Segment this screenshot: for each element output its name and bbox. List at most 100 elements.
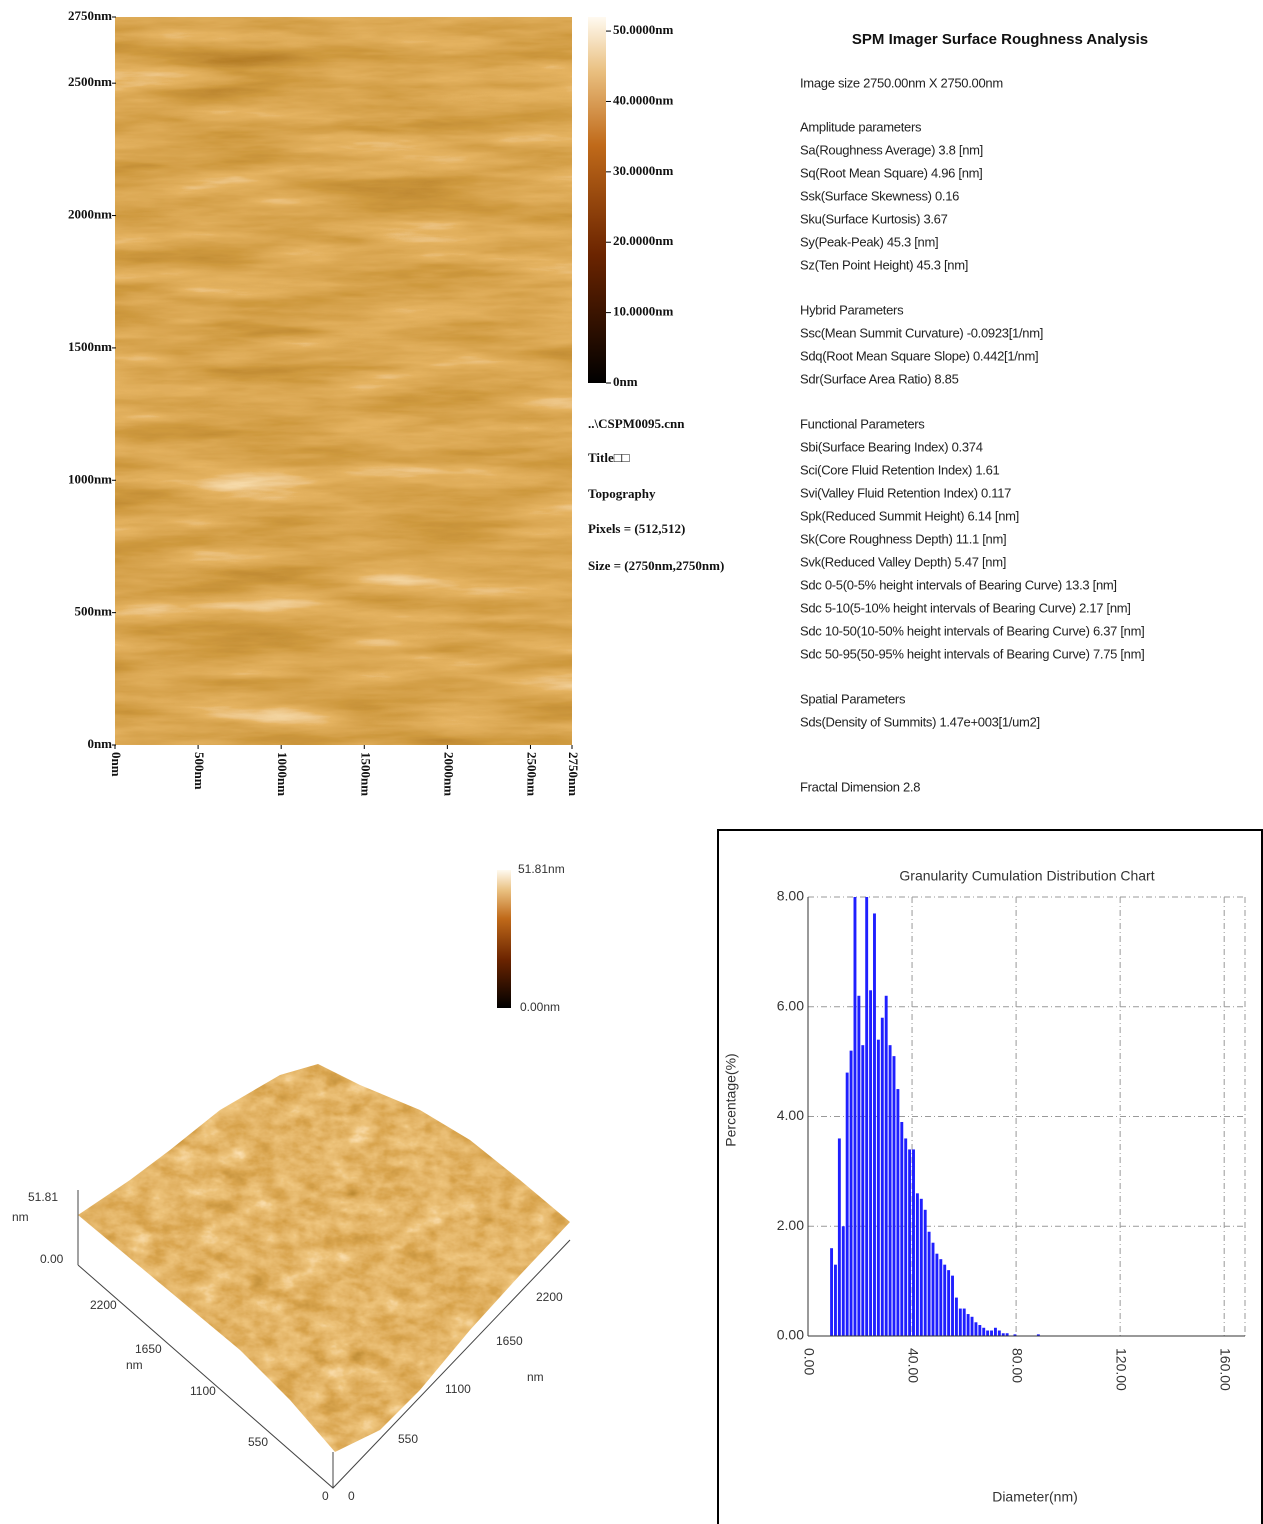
parameter-line: Sdq(Root Mean Square Slope) 0.442[1/nm]	[800, 348, 1038, 363]
x-tick-label: 500nm	[192, 752, 207, 790]
parameter-line: Spk(Reduced Summit Height) 6.14 [nm]	[800, 508, 1019, 523]
colorbar-label: 0.00nm	[520, 1000, 560, 1014]
parameter-line: Sdc 50-95(50-95% height intervals of Bea…	[800, 646, 1144, 661]
y-tick-label: 1500nm	[68, 339, 112, 354]
y-tick-label: 2750nm	[68, 8, 112, 23]
y-axis-label: Percentage(%)	[723, 1053, 739, 1146]
x-axis-label: Diameter(nm)	[992, 1489, 1078, 1505]
bar	[993, 1327, 997, 1336]
y-tick-label: 2500nm	[68, 74, 112, 89]
bar	[869, 990, 873, 1336]
bar	[951, 1275, 954, 1336]
bar	[912, 1149, 915, 1336]
colorbar-label: 10.0000nm	[613, 304, 673, 319]
chart-frame	[717, 829, 1263, 1524]
bar	[900, 1121, 904, 1336]
y-tick-label: 0.00	[777, 1327, 804, 1343]
colorbar-label: 0nm	[613, 374, 638, 389]
bar	[830, 1248, 834, 1336]
colorbar-label: 20.0000nm	[613, 233, 673, 248]
x-tick-label: 0nm	[109, 752, 124, 777]
bar	[880, 1017, 884, 1336]
bar	[966, 1314, 970, 1336]
fractal-dimension: Fractal Dimension 2.8	[800, 779, 920, 794]
bar	[876, 1039, 880, 1336]
info-line: Pixels = (512,512)	[588, 521, 685, 536]
parameter-line: Sds(Density of Summits) 1.47e+003[1/um2]	[800, 714, 1040, 729]
y-tick-label: 500nm	[74, 604, 112, 619]
bar	[892, 1056, 896, 1336]
bar	[908, 1149, 912, 1336]
info-line: Size = (2750nm,2750nm)	[588, 558, 724, 573]
surface-axis-label: 51.81	[28, 1190, 58, 1204]
surface-axis-label: 550	[248, 1435, 268, 1449]
section-heading: Spatial Parameters	[800, 691, 906, 706]
bar	[904, 1138, 908, 1336]
bar	[997, 1330, 1001, 1336]
surface-axis-label: 2200	[536, 1290, 563, 1304]
parameter-line: Svi(Valley Fluid Retention Index) 0.117	[800, 485, 1011, 500]
parameter-line: Sci(Core Fluid Retention Index) 1.61	[800, 462, 1000, 477]
parameter-line: Sku(Surface Kurtosis) 3.67	[800, 211, 948, 226]
bar	[849, 1050, 853, 1336]
x-tick-label: 1000nm	[275, 752, 290, 796]
bar	[1036, 1334, 1040, 1336]
surface-axis-label: 1650	[496, 1334, 523, 1348]
parameter-line: Sq(Root Mean Square) 4.96 [nm]	[800, 165, 983, 180]
parameter-line: Ssk(Surface Skewness) 0.16	[800, 188, 959, 203]
colorbar-label: 51.81nm	[518, 862, 565, 876]
x-tick-label: 2500nm	[524, 752, 539, 796]
parameter-line: Sdc 0-5(0-5% height intervals of Bearing…	[800, 577, 1117, 592]
bar	[1001, 1333, 1005, 1336]
y-tick-label: 8.00	[777, 888, 804, 904]
bar	[1013, 1334, 1017, 1336]
surface-axis-label: 0.00	[40, 1252, 64, 1266]
bar	[861, 1045, 865, 1336]
bar	[896, 1089, 900, 1336]
info-line: ..\CSPM0095.cnn	[588, 416, 685, 431]
bar	[884, 995, 888, 1336]
bar	[978, 1325, 982, 1336]
bar	[865, 897, 869, 1336]
bar	[982, 1327, 986, 1336]
bar	[923, 1209, 927, 1336]
parameter-line: Sdr(Surface Area Ratio) 8.85	[800, 371, 959, 386]
x-tick-label: 160.00	[1217, 1348, 1233, 1391]
y-tick-label: 0nm	[87, 736, 112, 751]
x-tick-label: 80.00	[1009, 1348, 1025, 1383]
chart-title: Granularity Cumulation Distribution Char…	[899, 868, 1154, 884]
surface-axis-label: 1100	[445, 1382, 471, 1396]
bar	[837, 1138, 841, 1336]
x-tick-label: 0.00	[801, 1348, 817, 1375]
image-size: Image size 2750.00nm X 2750.00nm	[800, 75, 1003, 90]
y-tick-label: 2.00	[777, 1217, 804, 1233]
bar	[1005, 1333, 1009, 1336]
info-line: Title□□	[588, 450, 630, 465]
topography-image	[115, 17, 572, 745]
surface-axis-label: 1650	[135, 1342, 162, 1356]
bar	[927, 1231, 931, 1336]
x-tick-label: 2750nm	[566, 752, 581, 796]
bar	[986, 1330, 990, 1336]
x-tick-label: 40.00	[905, 1348, 921, 1383]
bar	[943, 1264, 947, 1336]
surface-axis-label: nm	[12, 1210, 29, 1224]
parameter-line: Sdc 10-50(10-50% height intervals of Bea…	[800, 623, 1144, 638]
bar	[845, 1072, 849, 1336]
x-tick-label: 1500nm	[358, 752, 373, 796]
parameter-line: Sdc 5-10(5-10% height intervals of Beari…	[800, 600, 1131, 615]
section-heading: Hybrid Parameters	[800, 302, 904, 317]
bar	[935, 1253, 939, 1336]
surface-axis-label: nm	[126, 1358, 143, 1372]
y-tick-label: 4.00	[777, 1107, 804, 1123]
bar	[974, 1322, 978, 1336]
parameter-line: Sk(Core Roughness Depth) 11.1 [nm]	[800, 531, 1006, 546]
bar	[919, 1198, 923, 1336]
colorbar-label: 50.0000nm	[613, 22, 673, 37]
colorbar-label: 30.0000nm	[613, 163, 673, 178]
bar	[990, 1330, 993, 1336]
bar	[954, 1297, 958, 1336]
surface-axis-label: 0	[322, 1489, 329, 1503]
bar	[853, 897, 857, 1336]
bar	[958, 1308, 962, 1336]
